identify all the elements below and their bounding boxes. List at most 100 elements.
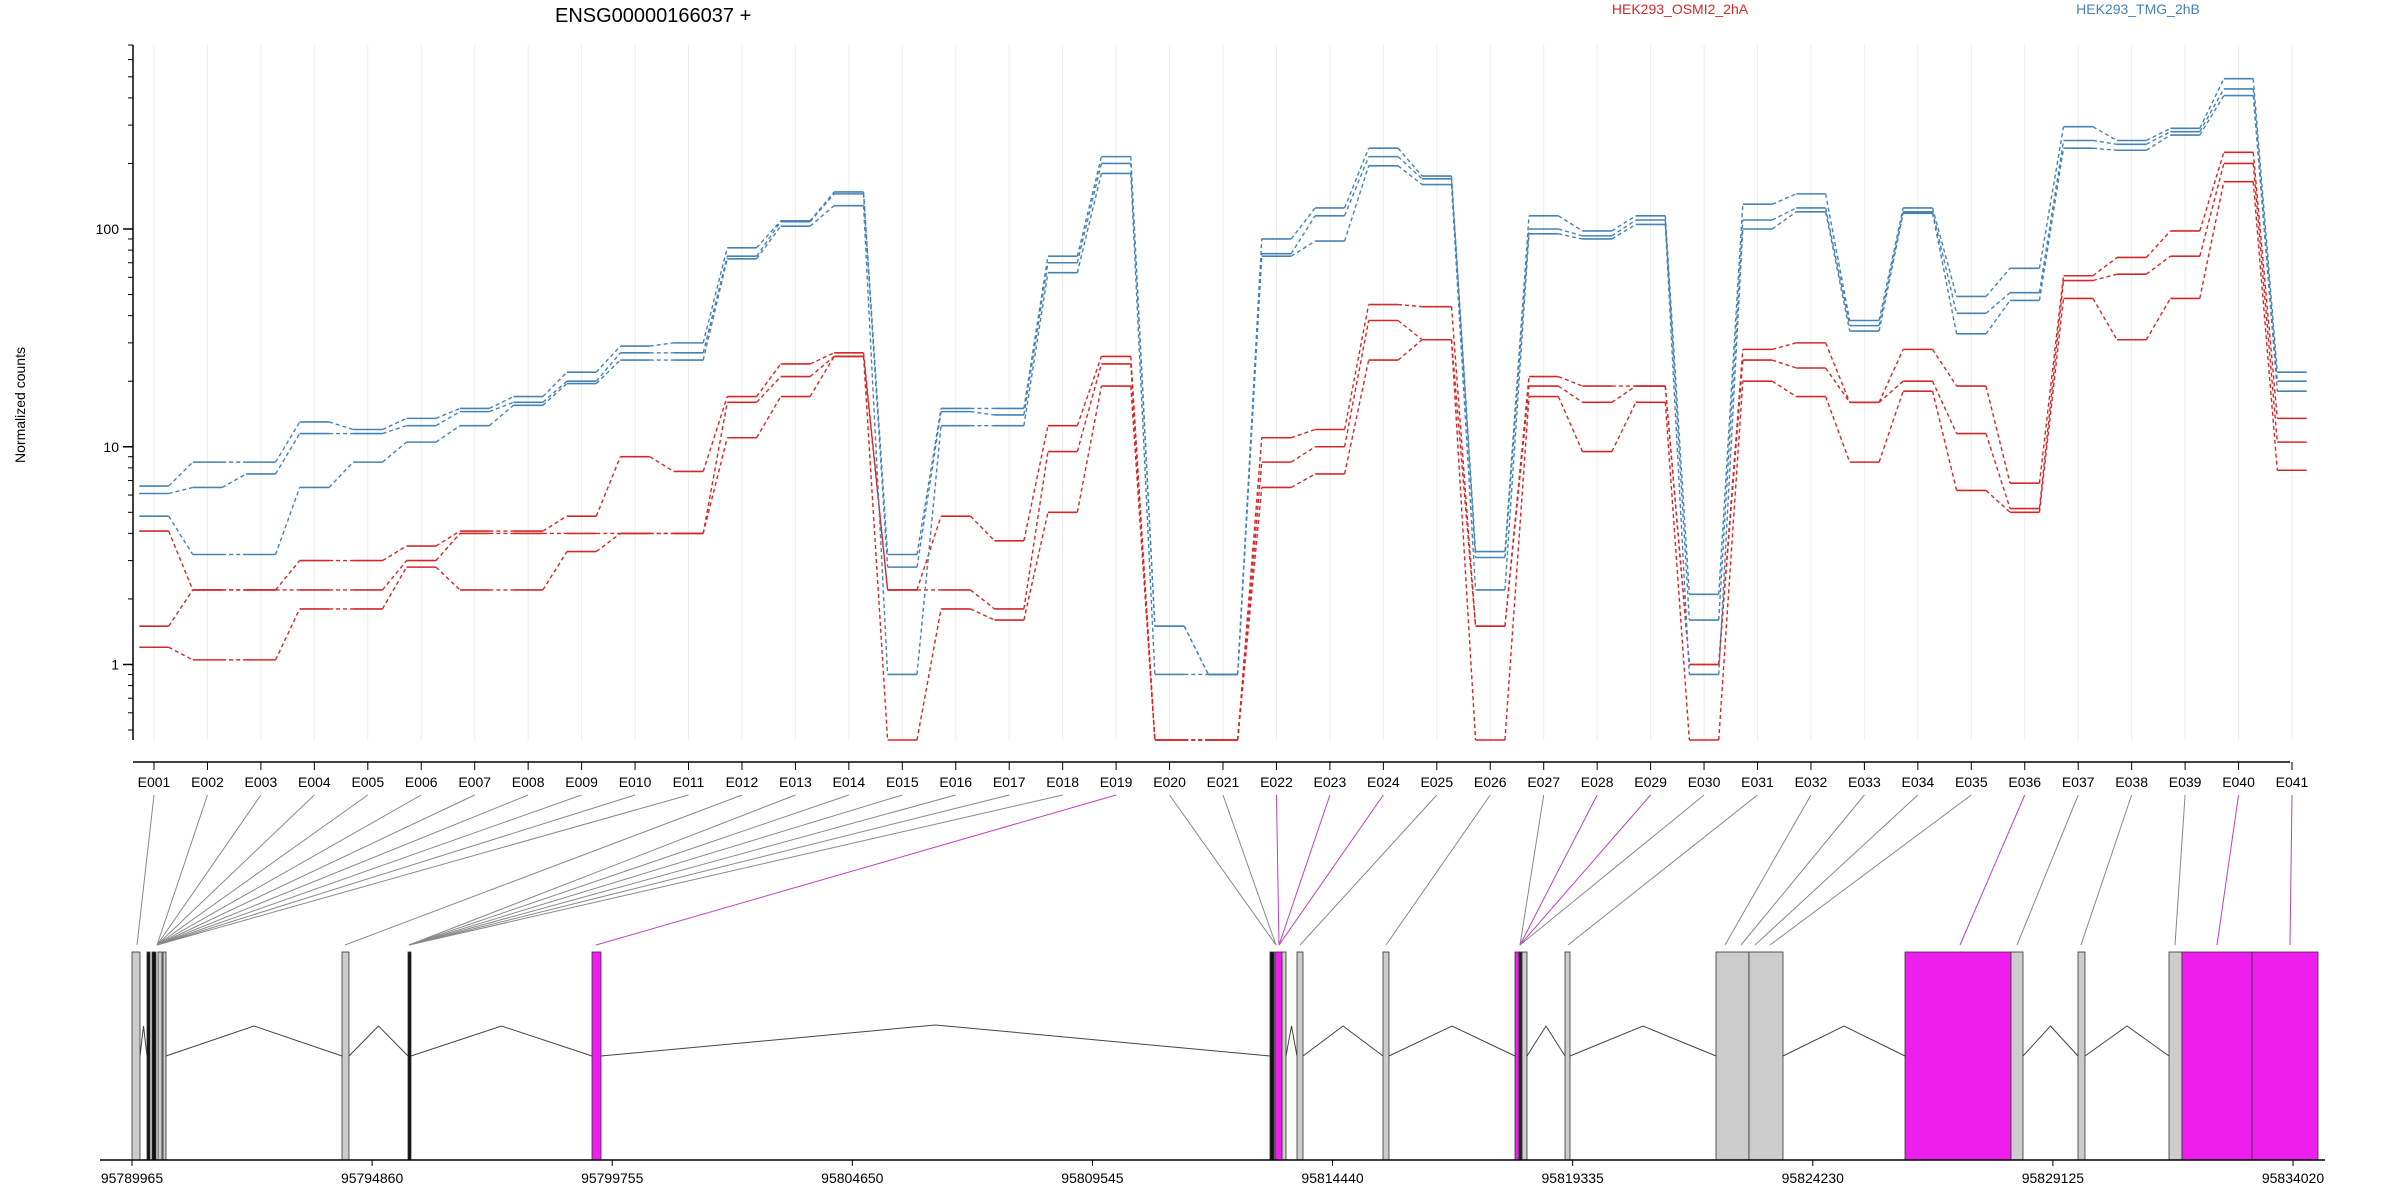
- series-transition: [1985, 292, 2011, 314]
- x-tick-label: E029: [1634, 774, 1667, 790]
- exon-connector: [156, 794, 369, 946]
- intron-line: [2022, 1025, 2079, 1057]
- series-transition: [168, 646, 194, 661]
- exon-connector: [1278, 794, 1331, 946]
- series-transition: [168, 461, 194, 487]
- series-transition: [1023, 425, 1049, 541]
- x-tick-label: E009: [565, 774, 598, 790]
- x-tick-label: E007: [458, 774, 491, 790]
- series-transition: [1343, 320, 1370, 447]
- exon-block: [1382, 951, 1390, 1161]
- series-transition: [489, 401, 514, 413]
- x-tick-label: E040: [2222, 774, 2255, 790]
- x-tick-label: E006: [405, 774, 438, 790]
- series-transition: [1237, 462, 1263, 741]
- exon-block: [2181, 951, 2253, 1161]
- series-transition: [1771, 211, 1797, 230]
- series-transition: [970, 589, 995, 610]
- genomic-tick-label: 95799755: [581, 1170, 644, 1186]
- genomic-tick-label: 95829125: [2022, 1170, 2085, 1186]
- series-transition: [2145, 255, 2171, 275]
- exon-connector: [1567, 794, 1758, 946]
- series-transition: [435, 407, 461, 420]
- x-tick-label: E004: [298, 774, 331, 790]
- series-transition: [702, 437, 728, 534]
- x-tick-label: E026: [1474, 774, 1507, 790]
- series-1: [139, 162, 2307, 741]
- exon-connector: [408, 794, 903, 946]
- series-transition: [1450, 306, 1477, 627]
- intron-line: [1285, 1025, 1298, 1057]
- exon-connector: [156, 794, 475, 946]
- chart-title: ENSG00000166037 +: [555, 5, 751, 27]
- genomic-tick-label: 95809545: [1061, 1170, 1124, 1186]
- series-transition: [328, 421, 354, 431]
- series-transition: [1718, 381, 1744, 741]
- x-axis-ticks: E001 E002 E003 E004 E005 E006 E007 E008 E009 E010…: [138, 762, 2309, 790]
- series-transition: [2199, 163, 2225, 257]
- series-transition: [435, 532, 461, 562]
- exon-block: [1518, 951, 1523, 1161]
- exon-connector: [1959, 794, 2026, 946]
- series-transition: [1824, 207, 1851, 326]
- series-transition: [274, 487, 301, 555]
- series-transition: [1878, 213, 1904, 332]
- series-transition: [488, 404, 514, 427]
- x-tick-label: E020: [1153, 774, 1186, 790]
- series-transition: [1504, 396, 1530, 741]
- series-transition: [2092, 298, 2118, 341]
- series-transition: [756, 220, 782, 249]
- genomic-tick-label: 95834020: [2262, 1170, 2325, 1186]
- series-transition: [649, 342, 674, 347]
- series-transition: [756, 221, 782, 257]
- series-transition: [1290, 215, 1316, 255]
- series-transition: [2038, 298, 2065, 513]
- series-transition: [542, 371, 568, 398]
- series-transition: [2252, 163, 2278, 443]
- exon-block: [1748, 951, 1784, 1161]
- exon-block: [1514, 951, 1520, 1161]
- series-transition: [2199, 95, 2225, 136]
- exon-block: [1715, 951, 1750, 1161]
- x-tick-label: E032: [1795, 774, 1828, 790]
- exon-connector: [156, 794, 636, 946]
- series-transition: [2092, 139, 2118, 145]
- series-transition: [1076, 356, 1103, 426]
- series-transition: [381, 566, 408, 610]
- series-transition: [2145, 298, 2172, 341]
- series-transition: [274, 421, 301, 463]
- exon-connector: [1724, 794, 1812, 946]
- series-transition: [702, 247, 728, 344]
- series-transition: [2092, 256, 2118, 277]
- intron-line: [1782, 1025, 1906, 1057]
- legend-label-osmi2: HEK293_OSMI2_2hA: [1612, 1, 1749, 17]
- exon-block: [2168, 951, 2183, 1161]
- series-transition: [1558, 375, 1583, 387]
- x-tick-label: E028: [1581, 774, 1614, 790]
- series-transition: [1878, 349, 1904, 403]
- series-transition: [595, 456, 622, 517]
- series-lines: [139, 77, 2307, 741]
- exon-connector: [344, 794, 743, 946]
- exon-connector: [156, 794, 208, 946]
- x-tick-label: E023: [1314, 774, 1347, 790]
- series-transition: [1023, 512, 1049, 621]
- exon-block: [591, 951, 602, 1161]
- intron-line: [1569, 1025, 1717, 1057]
- x-tick-label: E016: [939, 774, 972, 790]
- series-transition: [2199, 181, 2225, 299]
- series-transition: [542, 551, 568, 591]
- series-transition: [756, 225, 782, 260]
- series-transition: [382, 545, 407, 562]
- exon-block: [157, 951, 163, 1161]
- series-transition: [1290, 473, 1316, 489]
- exon-block: [2251, 951, 2319, 1161]
- series-transition: [2038, 275, 2065, 484]
- exon-connector: [408, 794, 956, 946]
- series-transition: [274, 433, 301, 475]
- exon-connector: [156, 794, 315, 946]
- series-transition: [1343, 165, 1370, 242]
- exon-connector: [1275, 794, 1280, 946]
- series-transition: [382, 417, 407, 431]
- series-transition: [1236, 238, 1263, 675]
